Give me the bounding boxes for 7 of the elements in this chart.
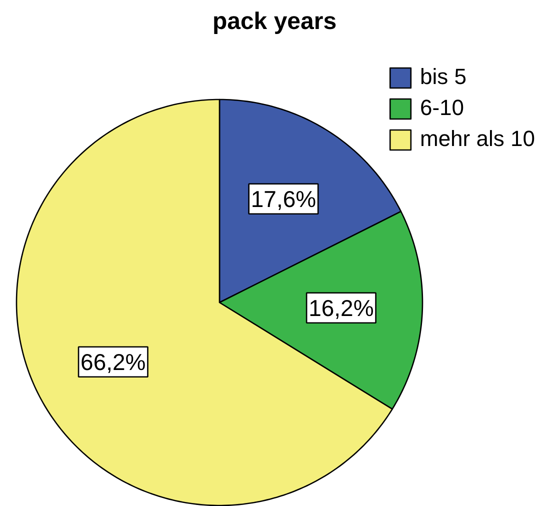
chart-title: pack years	[212, 8, 337, 35]
data-label: 17,6%	[250, 186, 316, 212]
legend-label: 6-10	[420, 95, 464, 121]
data-label: 66,2%	[80, 348, 146, 375]
data-label: 16,2%	[308, 294, 374, 321]
legend-label: mehr als 10	[420, 126, 535, 152]
legend-label: bis 5	[420, 64, 466, 90]
